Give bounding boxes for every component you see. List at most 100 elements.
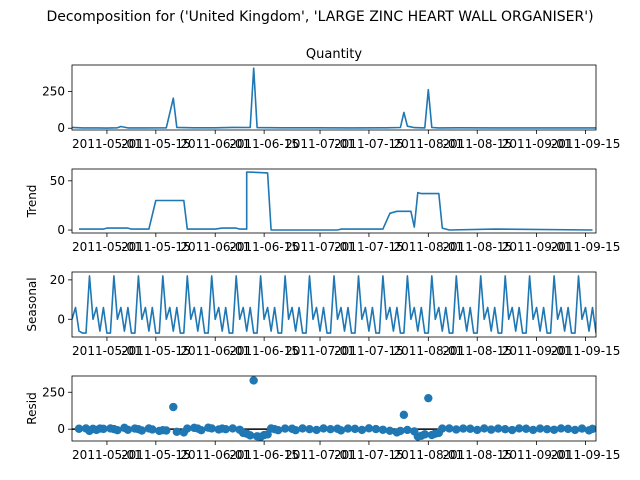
seasonal-ytick-label: 0: [57, 312, 65, 326]
resid-point: [480, 424, 489, 433]
resid-point: [221, 424, 230, 434]
quantity-xtick-label: 2011-06-01: [180, 137, 250, 151]
seasonal-panel: Seasonal 0 20 2011-05-012011-05-152011-06-0…: [25, 271, 621, 358]
trend-ylabel: Trend: [25, 185, 39, 219]
resid-xtick-label: 2011-09-01: [502, 448, 572, 462]
resid-point: [396, 426, 405, 436]
resid-point: [403, 425, 412, 435]
resid-point: [99, 424, 108, 434]
subplot-panels: Quantity02502011-05-012011-05-152011-06-…: [25, 47, 620, 462]
resid-point: [535, 424, 545, 433]
trend-xtick-label: 2011-05-01: [72, 240, 142, 254]
resid-xtick-label: 2011-05-01: [72, 448, 142, 462]
resid-point: [588, 424, 596, 434]
seasonal-xtick-label: 2011-09-15: [551, 344, 621, 358]
resid-point: [556, 424, 566, 433]
trend-xtick-label: 2011-09-15: [551, 240, 621, 254]
trend-xtick-label: 2011-09-01: [502, 240, 572, 254]
seasonal-xtick-label: 2011-09-01: [502, 344, 572, 358]
resid-ytick-label: 0: [57, 422, 65, 436]
resid-point: [473, 425, 482, 435]
resid-point: [487, 425, 496, 434]
seasonal-xtick-label: 2011-06-15: [229, 344, 299, 358]
resid-point: [197, 426, 206, 435]
resid-point: [298, 424, 307, 433]
trend-xtick-label: 2011-08-01: [393, 240, 463, 254]
trend-data: [79, 171, 593, 231]
quantity-ytick-label: 250: [42, 84, 65, 98]
resid-point: [343, 424, 353, 433]
resid-point: [452, 425, 461, 434]
resid-xtick-label: 2011-08-01: [393, 448, 463, 462]
resid-point: [570, 425, 580, 435]
trend-xtick-label: 2011-08-15: [442, 240, 512, 254]
resid-point: [162, 426, 171, 435]
resid-xtick-label: 2011-06-15: [229, 448, 299, 462]
resid-point: [336, 426, 346, 435]
quantity-series-line: [72, 67, 596, 129]
quantity-xtick-label: 2011-06-15: [229, 137, 299, 151]
resid-point: [438, 424, 447, 433]
resid-point: [364, 424, 374, 433]
resid-point: [123, 425, 133, 434]
quantity-xtick-label: 2011-08-15: [442, 137, 512, 151]
resid-point: [542, 424, 552, 434]
seasonal-axes-frame: [71, 271, 597, 338]
quantity-xtick-label: 2011-07-15: [334, 137, 404, 151]
resid-xtick-label: 2011-09-15: [551, 448, 621, 462]
resid-point: [245, 431, 255, 440]
trend-ytick-label: 0: [57, 223, 65, 237]
resid-point: [74, 424, 84, 433]
quantity-title: Quantity: [306, 47, 362, 62]
resid-point: [228, 424, 237, 433]
resid-point: [493, 424, 503, 433]
quantity-data: [72, 67, 596, 129]
resid-xtick-label: 2011-07-01: [285, 448, 355, 462]
resid-point: [280, 424, 290, 433]
resid-ytick-label: 250: [42, 385, 65, 399]
seasonal-xtick-label: 2011-06-01: [180, 344, 250, 358]
resid-axes-frame: [71, 375, 597, 442]
resid-point: [466, 424, 475, 433]
resid-point: [521, 424, 531, 433]
trend-xtick-label: 2011-06-15: [229, 240, 299, 254]
resid-point: [378, 425, 388, 434]
resid-point: [357, 425, 367, 435]
resid-point: [399, 410, 409, 420]
resid-point: [305, 424, 314, 434]
resid-point: [172, 427, 181, 437]
resid-panel: Resid02502011-05-012011-05-152011-06-012…: [25, 375, 621, 462]
seasonal-ytick-label: 20: [50, 273, 65, 287]
resid-xtick-label: 2011-08-15: [442, 448, 512, 462]
trend-ytick-label: 50: [50, 174, 65, 188]
resid-point: [528, 425, 538, 435]
quantity-xtick-label: 2011-05-15: [121, 137, 191, 151]
resid-point: [312, 425, 321, 435]
quantity-xtick-label: 2011-08-01: [393, 137, 463, 151]
seasonal-xtick-label: 2011-05-01: [72, 344, 142, 358]
resid-point: [424, 393, 433, 403]
seasonal-data: [72, 275, 596, 334]
resid-point: [207, 424, 216, 433]
seasonal-series-line: [72, 275, 596, 334]
seasonal-xtick-label: 2011-08-15: [442, 344, 512, 358]
seasonal-ylabel: Seasonal: [25, 277, 39, 331]
trend-axes-frame: [71, 168, 597, 234]
resid-point: [420, 430, 430, 439]
quantity-xtick-label: 2011-07-01: [285, 137, 355, 151]
resid-xtick-label: 2011-07-15: [334, 448, 404, 462]
resid-point: [514, 424, 524, 433]
quantity-xtick-label: 2011-09-01: [502, 137, 572, 151]
resid-point: [507, 425, 517, 435]
resid-point: [291, 426, 300, 435]
resid-point: [169, 402, 178, 412]
seasonal-xtick-label: 2011-08-01: [393, 344, 463, 358]
trend-xtick-label: 2011-07-01: [285, 240, 355, 254]
resid-point: [500, 424, 510, 434]
quantity-xtick-label: 2011-05-01: [72, 137, 142, 151]
resid-point: [459, 424, 468, 433]
resid-point: [563, 424, 573, 434]
resid-point: [137, 426, 147, 435]
